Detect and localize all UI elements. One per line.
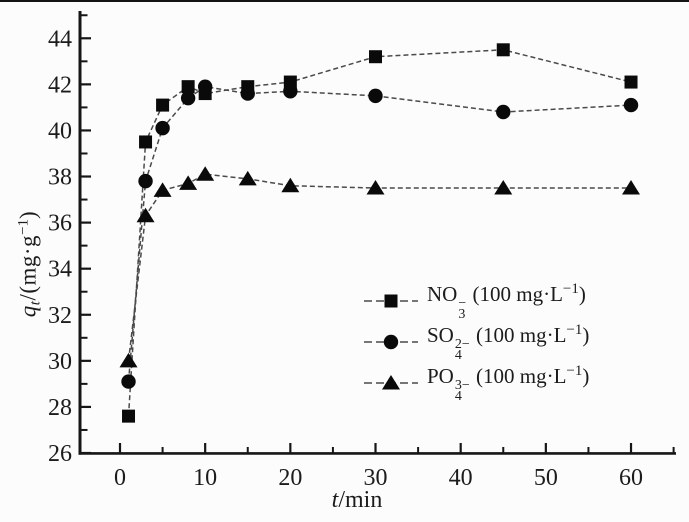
data-point-triangle-t5 bbox=[153, 182, 172, 197]
y-tick-label: 40 bbox=[48, 118, 72, 144]
ion-subscript: 4 bbox=[454, 348, 462, 364]
concentration-close: ) bbox=[582, 364, 590, 389]
data-point-triangle-t45 bbox=[494, 180, 513, 195]
legend-item-no3: NO −3 (100 mg·L−1) bbox=[363, 281, 589, 322]
data-point-circle-t15 bbox=[240, 86, 255, 101]
data-point-circle-t1 bbox=[121, 374, 136, 389]
y-tick-label: 28 bbox=[48, 395, 72, 421]
y-tick-label: 42 bbox=[48, 72, 72, 98]
data-point-square-t3 bbox=[139, 135, 153, 149]
x-tick-label: 30 bbox=[364, 465, 388, 491]
y-axis-unit-close: ) bbox=[15, 210, 41, 219]
data-point-triangle-t15 bbox=[238, 170, 257, 186]
data-point-circle-t45 bbox=[496, 104, 511, 120]
ion-charge: 2− bbox=[454, 336, 470, 352]
data-point-circle-t8 bbox=[180, 90, 196, 106]
data-point-circle-t3 bbox=[138, 173, 153, 189]
ion-charge: − bbox=[458, 295, 467, 311]
scan-top-edge-line bbox=[0, 0, 689, 2]
data-point-square-t1 bbox=[122, 409, 136, 423]
x-tick-label: 20 bbox=[278, 465, 302, 491]
y-tick-label: 32 bbox=[48, 303, 72, 329]
data-point-circle-t20 bbox=[283, 84, 298, 99]
legend-item-so4: SO 2− 4 (100 mg·L−1) bbox=[363, 322, 589, 363]
data-point-circle-t10 bbox=[197, 79, 213, 94]
concentration-close: ) bbox=[578, 282, 586, 307]
ion-subscript: 4 bbox=[454, 389, 462, 405]
data-point-square-t8 bbox=[181, 80, 195, 94]
legend-triangle-marker-icon bbox=[364, 375, 418, 390]
y-axis-title: qt/(mg·g−1) bbox=[16, 211, 45, 317]
data-point-circle-t30 bbox=[368, 88, 383, 104]
data-point-square-t45 bbox=[496, 43, 510, 57]
legend-circle-marker-icon bbox=[364, 334, 418, 350]
x-tick-label: 60 bbox=[619, 465, 643, 491]
legend-item-po4: PO 3− 4 (100 mg·L−1) bbox=[363, 363, 589, 404]
y-tick-label: 44 bbox=[48, 26, 72, 52]
legend: NO −3 (100 mg·L−1) SO 2− 4 (100 mg·L−1) PO 3… bbox=[363, 281, 589, 404]
y-axis-variable-subscript: t bbox=[27, 300, 44, 306]
y-axis-unit: /(mg·g bbox=[15, 234, 41, 301]
ion-charge: 3− bbox=[454, 377, 470, 393]
legend-label-no3: NO −3 (100 mg·L−1) bbox=[427, 281, 586, 323]
concentration-text: (100 mg·L bbox=[470, 323, 567, 348]
data-point-triangle-t30 bbox=[366, 180, 385, 195]
x-tick-label: 10 bbox=[193, 465, 217, 491]
data-point-triangle-t3 bbox=[136, 207, 155, 223]
legend-square-marker-icon bbox=[364, 294, 418, 308]
data-point-triangle-t60 bbox=[622, 180, 641, 195]
data-point-circle-t60 bbox=[623, 97, 639, 113]
y-tick-label: 38 bbox=[48, 165, 72, 191]
legend-label-po4: PO 3− 4 (100 mg·L−1) bbox=[427, 363, 590, 405]
data-point-square-t60 bbox=[624, 75, 638, 89]
data-point-square-t30 bbox=[369, 50, 383, 64]
y-tick-label: 34 bbox=[48, 257, 72, 283]
concentration-exponent: −1 bbox=[562, 281, 579, 298]
x-tick-label: 50 bbox=[534, 465, 558, 491]
data-point-triangle-t10 bbox=[196, 166, 215, 181]
y-tick-label: 30 bbox=[48, 349, 72, 375]
x-axis-unit: /min bbox=[338, 487, 383, 513]
data-point-square-t5 bbox=[156, 98, 170, 112]
concentration-exponent: −1 bbox=[566, 363, 583, 380]
x-axis-title: t/min bbox=[332, 487, 383, 514]
data-point-circle-t5 bbox=[155, 120, 170, 136]
ion-formula: PO bbox=[427, 364, 454, 389]
data-point-triangle-t1 bbox=[119, 352, 138, 368]
data-point-triangle-t20 bbox=[281, 177, 300, 193]
x-tick-label: 0 bbox=[114, 465, 126, 491]
concentration-exponent: −1 bbox=[566, 322, 583, 339]
series-line-circle bbox=[127, 85, 632, 382]
y-tick-label: 26 bbox=[48, 441, 72, 467]
x-tick-label: 40 bbox=[449, 465, 473, 491]
y-axis-unit-exponent: −1 bbox=[15, 218, 32, 235]
data-point-triangle-t8 bbox=[179, 175, 198, 190]
ion-formula: NO bbox=[427, 282, 458, 307]
concentration-text: (100 mg·L bbox=[467, 282, 563, 307]
legend-marker-circle bbox=[383, 334, 399, 350]
ion-formula: SO bbox=[427, 323, 454, 348]
concentration-close: ) bbox=[582, 323, 590, 348]
x-axis-variable: t bbox=[331, 487, 339, 513]
y-axis-variable: q bbox=[15, 305, 41, 318]
series-line-triangle bbox=[127, 173, 632, 361]
legend-marker-triangle bbox=[382, 375, 400, 390]
legend-label-so4: SO 2− 4 (100 mg·L−1) bbox=[427, 322, 590, 364]
legend-marker-square bbox=[384, 294, 398, 308]
ion-subscript: 3 bbox=[458, 307, 466, 323]
y-tick-label: 36 bbox=[48, 211, 72, 237]
concentration-text: (100 mg·L bbox=[470, 364, 567, 389]
